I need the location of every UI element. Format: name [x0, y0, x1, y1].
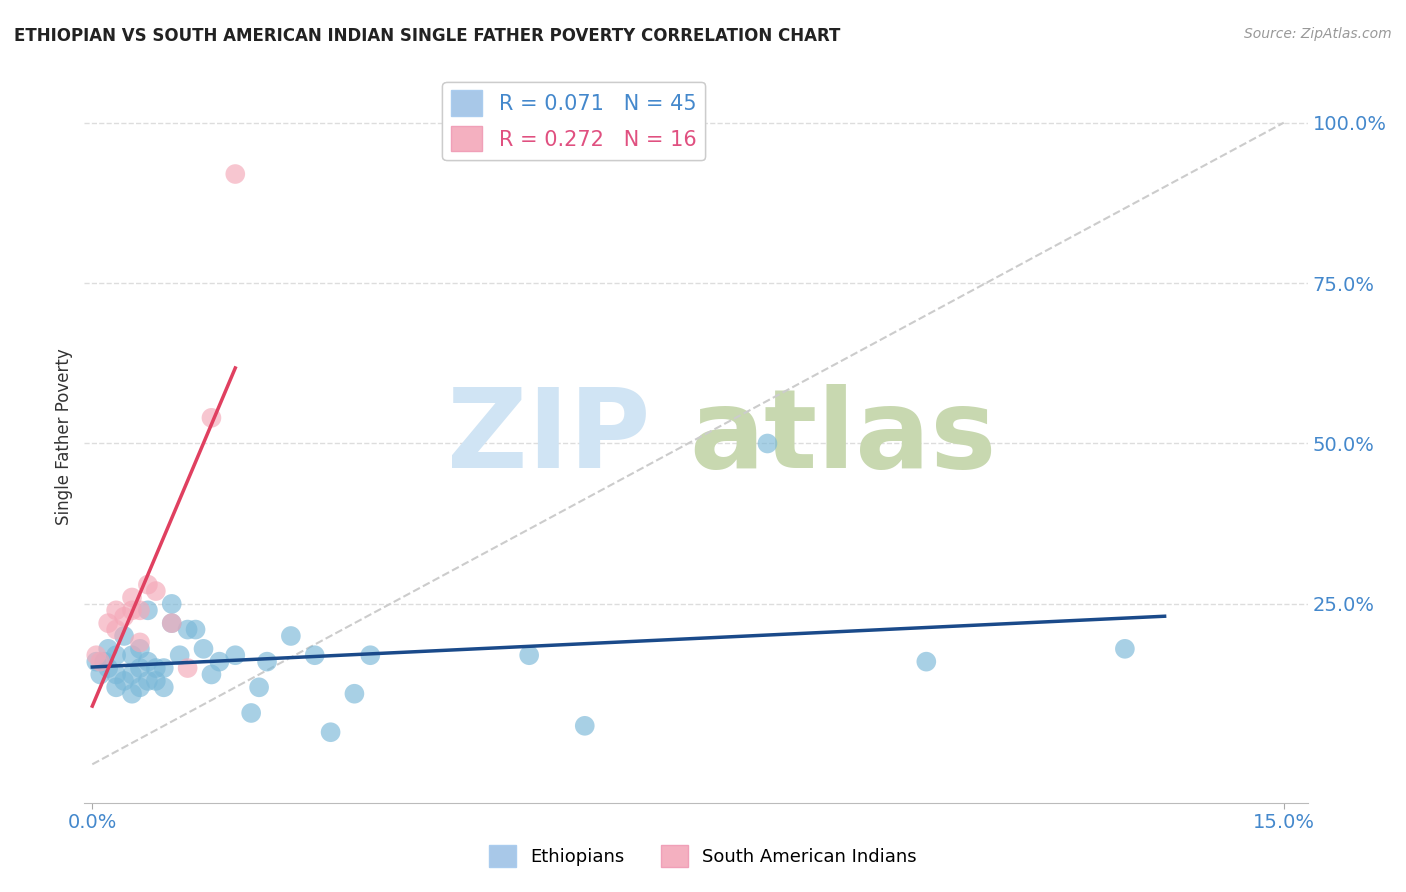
Point	[129, 635, 152, 649]
Point	[105, 667, 128, 681]
Point	[129, 603, 152, 617]
Point	[160, 597, 183, 611]
Point	[105, 681, 128, 695]
Text: Source: ZipAtlas.com: Source: ZipAtlas.com	[1244, 27, 1392, 41]
Point	[304, 648, 326, 663]
Point	[129, 661, 152, 675]
Point	[200, 410, 222, 425]
Text: ZIP: ZIP	[447, 384, 651, 491]
Point	[184, 623, 207, 637]
Point	[756, 436, 779, 450]
Point	[145, 584, 167, 599]
Point	[97, 616, 120, 631]
Point	[89, 655, 111, 669]
Point	[84, 648, 107, 663]
Point	[105, 603, 128, 617]
Point	[152, 681, 174, 695]
Point	[319, 725, 342, 739]
Legend: Ethiopians, South American Indians: Ethiopians, South American Indians	[482, 838, 924, 874]
Point	[112, 609, 135, 624]
Point	[1114, 641, 1136, 656]
Point	[89, 667, 111, 681]
Point	[84, 655, 107, 669]
Text: atlas: atlas	[689, 384, 997, 491]
Point	[121, 591, 143, 605]
Legend: R = 0.071   N = 45, R = 0.272   N = 16: R = 0.071 N = 45, R = 0.272 N = 16	[443, 82, 704, 160]
Point	[343, 687, 366, 701]
Y-axis label: Single Father Poverty: Single Father Poverty	[55, 349, 73, 525]
Point	[105, 623, 128, 637]
Point	[136, 603, 159, 617]
Point	[97, 641, 120, 656]
Point	[208, 655, 231, 669]
Point	[517, 648, 540, 663]
Point	[247, 681, 270, 695]
Point	[280, 629, 302, 643]
Point	[574, 719, 596, 733]
Point	[121, 667, 143, 681]
Point	[129, 641, 152, 656]
Point	[93, 655, 115, 669]
Point	[193, 641, 215, 656]
Point	[145, 661, 167, 675]
Point	[97, 661, 120, 675]
Point	[160, 616, 183, 631]
Point	[915, 655, 938, 669]
Point	[152, 661, 174, 675]
Point	[359, 648, 381, 663]
Point	[136, 673, 159, 688]
Point	[145, 673, 167, 688]
Point	[129, 681, 152, 695]
Point	[112, 673, 135, 688]
Text: ETHIOPIAN VS SOUTH AMERICAN INDIAN SINGLE FATHER POVERTY CORRELATION CHART: ETHIOPIAN VS SOUTH AMERICAN INDIAN SINGL…	[14, 27, 841, 45]
Point	[169, 648, 191, 663]
Point	[224, 648, 246, 663]
Point	[256, 655, 278, 669]
Point	[224, 167, 246, 181]
Point	[240, 706, 263, 720]
Point	[136, 577, 159, 591]
Point	[176, 623, 198, 637]
Point	[176, 661, 198, 675]
Point	[121, 603, 143, 617]
Point	[200, 667, 222, 681]
Point	[112, 629, 135, 643]
Point	[121, 648, 143, 663]
Point	[105, 648, 128, 663]
Point	[160, 616, 183, 631]
Point	[121, 687, 143, 701]
Point	[136, 655, 159, 669]
